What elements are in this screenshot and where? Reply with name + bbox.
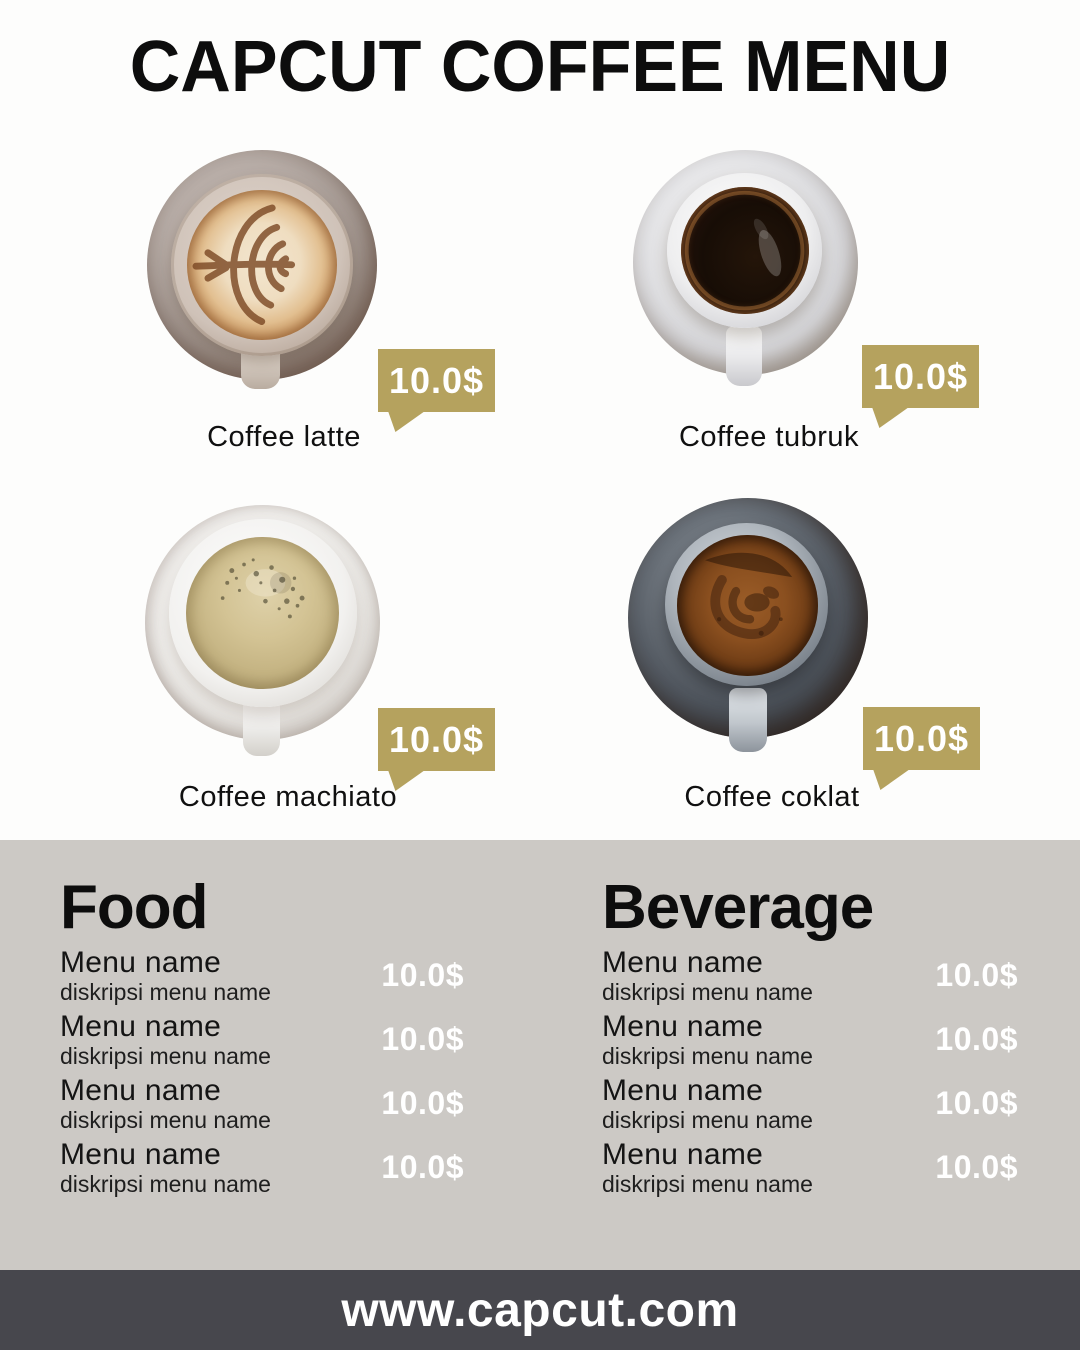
black-coffee-photo [633, 150, 858, 387]
crema-swirl [705, 552, 793, 640]
price-label: 10.0$ [388, 718, 485, 760]
menu-item-row: Menu name diskripsi menu name 10.0$ [60, 946, 464, 1005]
menu-item-text: Menu name diskripsi menu name [602, 1138, 813, 1197]
menu-item-name: Menu name [602, 1010, 764, 1043]
menu-item-description: diskripsi menu name [602, 1107, 813, 1133]
menu-item-row: Menu name diskripsi menu name 10.0$ [602, 946, 1018, 1005]
crema-surface [677, 535, 818, 676]
website-url: www.capcut.com [341, 1283, 739, 1337]
price-tag-coklat: 10.0$ [863, 707, 980, 770]
section-heading-food: Food [60, 873, 209, 942]
latte-art-icon [192, 204, 296, 326]
menu-item-description: diskripsi menu name [602, 979, 813, 1005]
price-tag-machiato: 10.0$ [378, 708, 495, 771]
menu-item-description: diskripsi menu name [60, 1171, 271, 1197]
menu-item-name: Menu name [602, 1074, 764, 1107]
black-coffee-surface [681, 187, 809, 315]
menu-item-text: Menu name diskripsi menu name [602, 1074, 813, 1133]
menu-item-row: Menu name diskripsi menu name 10.0$ [602, 1010, 1018, 1069]
poster-title: CAPCUT COFFEE MENU [129, 25, 951, 107]
menu-item-text: Menu name diskripsi menu name [602, 946, 813, 1005]
coffee-highlight [685, 190, 805, 311]
item-caption-latte: Coffee latte [207, 421, 361, 453]
menu-item-price: 10.0$ [935, 1149, 1018, 1185]
menu-item-description: diskripsi menu name [60, 979, 271, 1005]
price-label: 10.0$ [873, 717, 970, 759]
menu-item-row: Menu name diskripsi menu name 10.0$ [602, 1138, 1018, 1197]
menu-item-name: Menu name [60, 946, 222, 979]
latte-coffee-photo [147, 150, 377, 390]
menu-item-row: Menu name diskripsi menu name 10.0$ [602, 1074, 1018, 1133]
menu-item-description: diskripsi menu name [602, 1171, 813, 1197]
cup-handle [726, 325, 763, 387]
menu-panel: Food Menu name diskripsi menu name 10.0$… [0, 840, 1080, 1270]
menu-item-name: Menu name [602, 1138, 764, 1171]
menu-item-name: Menu name [602, 946, 764, 979]
menu-item-text: Menu name diskripsi menu name [60, 1138, 271, 1197]
menu-item-name: Menu name [60, 1074, 222, 1107]
beverage-section: Beverage Menu name diskripsi menu name 1… [602, 876, 1018, 1202]
latte-foam-surface [187, 190, 337, 340]
chocolate-coffee-photo [628, 498, 868, 753]
menu-item-description: diskripsi menu name [60, 1107, 271, 1133]
item-caption-tubruk: Coffee tubruk [678, 421, 860, 453]
menu-item-text: Menu name diskripsi menu name [602, 1010, 813, 1069]
menu-item-price: 10.0$ [935, 957, 1018, 993]
menu-item-row: Menu name diskripsi menu name 10.0$ [60, 1010, 464, 1069]
cup-handle [728, 687, 768, 753]
food-section: Food Menu name diskripsi menu name 10.0$… [60, 876, 464, 1202]
price-label: 10.0$ [872, 355, 969, 397]
menu-item-description: diskripsi menu name [60, 1043, 271, 1069]
menu-item-row: Menu name diskripsi menu name 10.0$ [60, 1074, 464, 1133]
price-tag-latte: 10.0$ [378, 349, 495, 412]
menu-item-price: 10.0$ [381, 1021, 464, 1057]
price-tag-tubruk: 10.0$ [862, 345, 979, 408]
menu-item-price: 10.0$ [381, 1085, 464, 1121]
macchiato-foam-surface [186, 536, 339, 690]
menu-item-row: Menu name diskripsi menu name 10.0$ [60, 1138, 464, 1197]
footer-bar: www.capcut.com [0, 1270, 1080, 1350]
item-caption-machiato: Coffee machiato [178, 781, 398, 813]
macchiato-coffee-photo [145, 505, 380, 757]
menu-item-price: 10.0$ [935, 1085, 1018, 1121]
item-caption-coklat: Coffee coklat [684, 781, 860, 813]
section-heading-beverage: Beverage [602, 873, 874, 942]
menu-item-price: 10.0$ [381, 957, 464, 993]
menu-item-name: Menu name [60, 1138, 222, 1171]
menu-item-name: Menu name [60, 1010, 222, 1043]
menu-item-text: Menu name diskripsi menu name [60, 1074, 271, 1133]
menu-item-price: 10.0$ [935, 1021, 1018, 1057]
menu-item-text: Menu name diskripsi menu name [60, 946, 271, 1005]
price-label: 10.0$ [388, 359, 485, 401]
menu-item-text: Menu name diskripsi menu name [60, 1010, 271, 1069]
menu-item-description: diskripsi menu name [602, 1043, 813, 1069]
foam-speckles [220, 558, 305, 619]
menu-item-price: 10.0$ [381, 1149, 464, 1185]
